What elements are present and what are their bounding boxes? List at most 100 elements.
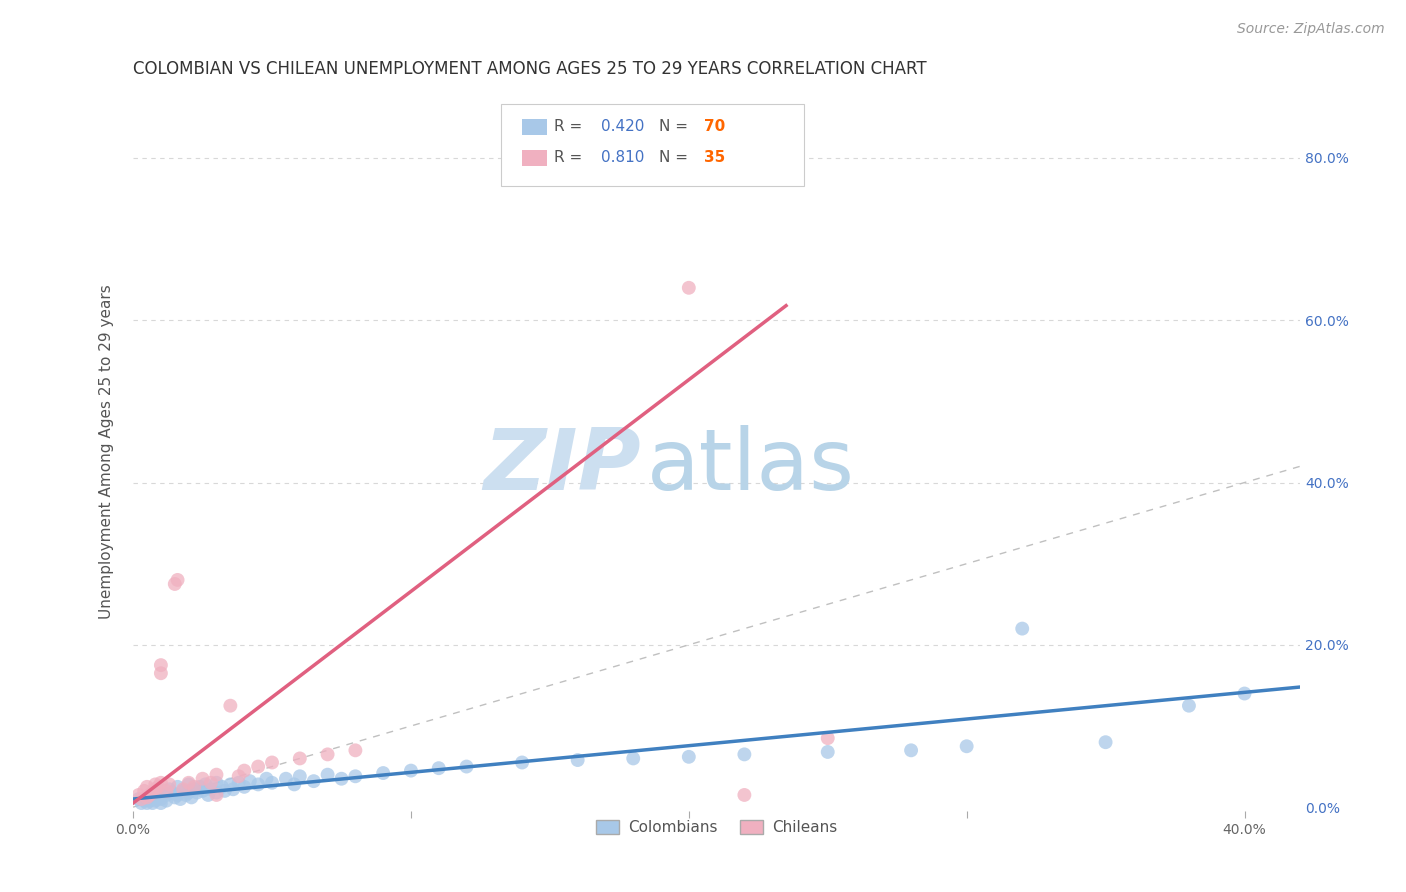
Point xyxy=(247,777,270,791)
Point xyxy=(211,780,233,794)
Point xyxy=(149,776,172,790)
Point xyxy=(146,790,169,805)
Point xyxy=(197,788,219,802)
Point xyxy=(260,756,283,770)
Point xyxy=(136,790,159,805)
Point xyxy=(283,777,305,791)
Point xyxy=(183,780,205,794)
Point xyxy=(128,788,150,802)
Point xyxy=(155,788,177,802)
Point xyxy=(191,772,214,786)
Point xyxy=(678,749,700,764)
Text: 70: 70 xyxy=(704,120,725,135)
Point xyxy=(142,796,165,810)
Point xyxy=(214,784,236,798)
Point xyxy=(143,782,166,797)
Point xyxy=(157,782,180,797)
Point xyxy=(817,745,839,759)
Point xyxy=(678,281,700,295)
Point xyxy=(200,776,222,790)
Point xyxy=(1094,735,1116,749)
Text: N =: N = xyxy=(659,120,693,135)
Point xyxy=(567,753,589,767)
FancyBboxPatch shape xyxy=(522,119,547,135)
Text: atlas: atlas xyxy=(647,425,855,508)
Legend: Colombians, Chileans: Colombians, Chileans xyxy=(588,813,845,843)
Point xyxy=(205,785,228,799)
Point xyxy=(344,743,367,757)
Point xyxy=(733,747,755,762)
Point xyxy=(143,785,166,799)
Point xyxy=(194,777,217,791)
Point xyxy=(228,776,250,790)
Point xyxy=(131,796,153,810)
Point xyxy=(900,743,922,757)
Text: 0.810: 0.810 xyxy=(602,150,644,165)
Point xyxy=(274,772,297,786)
Point xyxy=(172,782,194,797)
Point xyxy=(136,796,159,810)
Point xyxy=(155,794,177,808)
Text: COLOMBIAN VS CHILEAN UNEMPLOYMENT AMONG AGES 25 TO 29 YEARS CORRELATION CHART: COLOMBIAN VS CHILEAN UNEMPLOYMENT AMONG … xyxy=(134,60,927,78)
Point xyxy=(456,759,478,773)
Point xyxy=(157,777,180,791)
Point xyxy=(149,796,172,810)
Point xyxy=(200,782,222,797)
Point xyxy=(233,780,256,794)
Point xyxy=(247,759,270,773)
Point xyxy=(163,790,186,805)
Point xyxy=(205,788,228,802)
Point xyxy=(166,780,188,794)
Text: 35: 35 xyxy=(704,150,725,165)
Point xyxy=(1178,698,1201,713)
Point xyxy=(219,698,242,713)
Point xyxy=(177,776,200,790)
Point xyxy=(149,792,172,806)
Point xyxy=(373,766,395,780)
Point xyxy=(139,794,162,808)
Point xyxy=(239,774,262,789)
Point xyxy=(131,792,153,806)
Point xyxy=(134,784,156,798)
Point xyxy=(180,790,202,805)
Point xyxy=(260,776,283,790)
Point xyxy=(621,751,644,765)
Point xyxy=(1011,622,1033,636)
Point xyxy=(143,794,166,808)
Point xyxy=(188,780,211,794)
Point xyxy=(143,777,166,791)
Point xyxy=(183,782,205,797)
FancyBboxPatch shape xyxy=(522,150,547,166)
Point xyxy=(149,666,172,681)
Point xyxy=(136,780,159,794)
Point xyxy=(817,731,839,746)
Point xyxy=(427,761,450,775)
Point xyxy=(205,767,228,781)
Point xyxy=(128,792,150,806)
Text: N =: N = xyxy=(659,150,693,165)
Point xyxy=(139,788,162,802)
Point xyxy=(233,764,256,778)
Text: R =: R = xyxy=(554,150,588,165)
Point xyxy=(160,785,183,799)
Point xyxy=(205,776,228,790)
Point xyxy=(191,784,214,798)
Point xyxy=(163,577,186,591)
Point xyxy=(344,769,367,783)
Text: ZIP: ZIP xyxy=(484,425,641,508)
Point xyxy=(316,767,339,781)
Point xyxy=(186,785,208,799)
Point xyxy=(1233,686,1256,700)
Point xyxy=(288,751,311,765)
Point xyxy=(256,772,278,786)
Point xyxy=(219,777,242,791)
Point xyxy=(134,794,156,808)
Text: 0.420: 0.420 xyxy=(602,120,644,135)
Point xyxy=(177,777,200,791)
Point xyxy=(166,788,188,802)
Point xyxy=(399,764,422,778)
Point xyxy=(146,780,169,794)
Point xyxy=(510,756,533,770)
Point xyxy=(174,788,197,802)
Point xyxy=(149,784,172,798)
